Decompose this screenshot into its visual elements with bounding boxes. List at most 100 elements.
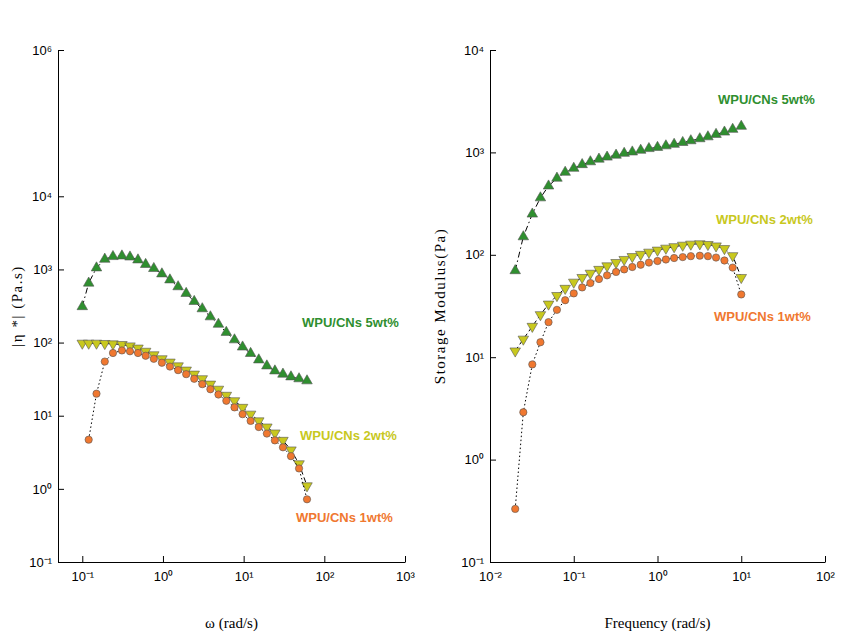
data-point [109,349,116,356]
y-tick-mark [490,460,496,461]
x-axis: 10⁻²10⁻¹10⁰10¹10² [479,556,835,584]
y-tick-mark [58,416,64,417]
data-point [669,244,680,253]
data-point [629,263,636,270]
x-axis: 10⁻¹10⁰10¹10²10³ [59,556,416,584]
data-point [247,417,254,424]
data-point [568,279,579,288]
y-tick-label: 10⁴ [32,189,52,204]
x-tick: 10¹ [235,556,254,584]
data-point [543,301,554,310]
data-point [150,355,157,362]
data-point [679,253,686,260]
data-point [93,390,100,397]
data-point [687,252,694,259]
x-axis-line [59,562,406,563]
x-tick: 10⁻¹ [563,556,586,584]
series-label: WPU/CNs 1wt% [714,309,811,324]
data-point [165,274,176,283]
data-point [221,326,232,335]
data-point [303,496,310,503]
data-point [729,264,736,271]
data-point [545,318,552,325]
x-axis-line [491,562,826,563]
y-tick: 10² [33,335,64,350]
plot-area [77,250,312,503]
data-point [594,266,605,275]
data-point [197,303,208,312]
x-tick-label: 10³ [396,569,415,584]
data-point [603,272,610,279]
data-point [149,262,160,271]
y-tick: 10⁰ [33,482,64,497]
data-point [518,336,529,345]
x-axis-title: ω (rad/s) [205,615,258,632]
data-point [213,318,224,327]
y-tick: 10¹ [465,350,496,365]
data-point [286,371,297,380]
data-point [686,135,697,144]
data-point [207,386,214,393]
y-tick: 10³ [33,262,64,277]
data-point [254,354,265,363]
data-point [619,256,630,265]
x-tick: 10³ [396,556,415,584]
data-point [237,341,248,350]
y-axis: 10⁻¹10⁰10¹10²10³10⁴10⁶ [29,43,64,570]
y-tick-mark [58,50,64,51]
data-point [670,254,677,261]
data-point [736,120,747,129]
data-point [205,311,216,320]
data-point [140,258,151,267]
y-tick-label: 10⁰ [33,482,52,497]
data-point [602,263,613,272]
data-point [133,254,144,263]
data-point [181,287,192,296]
data-point [612,268,619,275]
data-point [91,262,102,271]
data-point [510,348,521,357]
data-point [637,261,644,268]
data-point [83,277,94,286]
data-point [585,270,596,279]
data-point [661,245,672,254]
x-tick-label: 10⁻¹ [71,569,94,584]
data-point [627,254,638,263]
y-tick-label: 10¹ [33,408,52,423]
data-point [125,251,136,260]
y-tick-mark [490,255,496,256]
y-tick-mark [490,152,496,153]
data-point [654,257,661,264]
data-point [644,249,655,258]
x-tick-label: 10⁰ [154,569,173,584]
data-point [736,274,747,283]
data-point [645,259,652,266]
data-point [677,242,688,251]
data-point [602,151,613,160]
y-tick-mark [490,562,496,563]
y-axis-line [490,51,491,563]
data-point [229,334,240,343]
x-tick-mark [163,556,164,562]
data-point [652,247,663,256]
data-point [512,505,519,512]
data-point [183,370,190,377]
y-tick-mark [58,489,64,490]
x-tick-label: 10¹ [732,569,751,584]
x-tick-mark [741,556,742,562]
series-label: WPU/CNs 5wt% [718,92,815,107]
data-point [263,430,270,437]
x-tick-mark [324,556,325,562]
data-point [126,348,133,355]
x-tick-mark [574,556,575,562]
y-tick-mark [490,357,496,358]
data-point [579,284,586,291]
x-tick: 10² [816,556,835,584]
data-point [117,250,128,259]
data-point [712,254,719,261]
data-point [727,253,738,262]
y-tick-mark [58,196,64,197]
x-tick-label: 10⁻² [479,569,502,584]
y-tick-label: 10⁶ [32,43,52,58]
data-point [704,252,711,259]
